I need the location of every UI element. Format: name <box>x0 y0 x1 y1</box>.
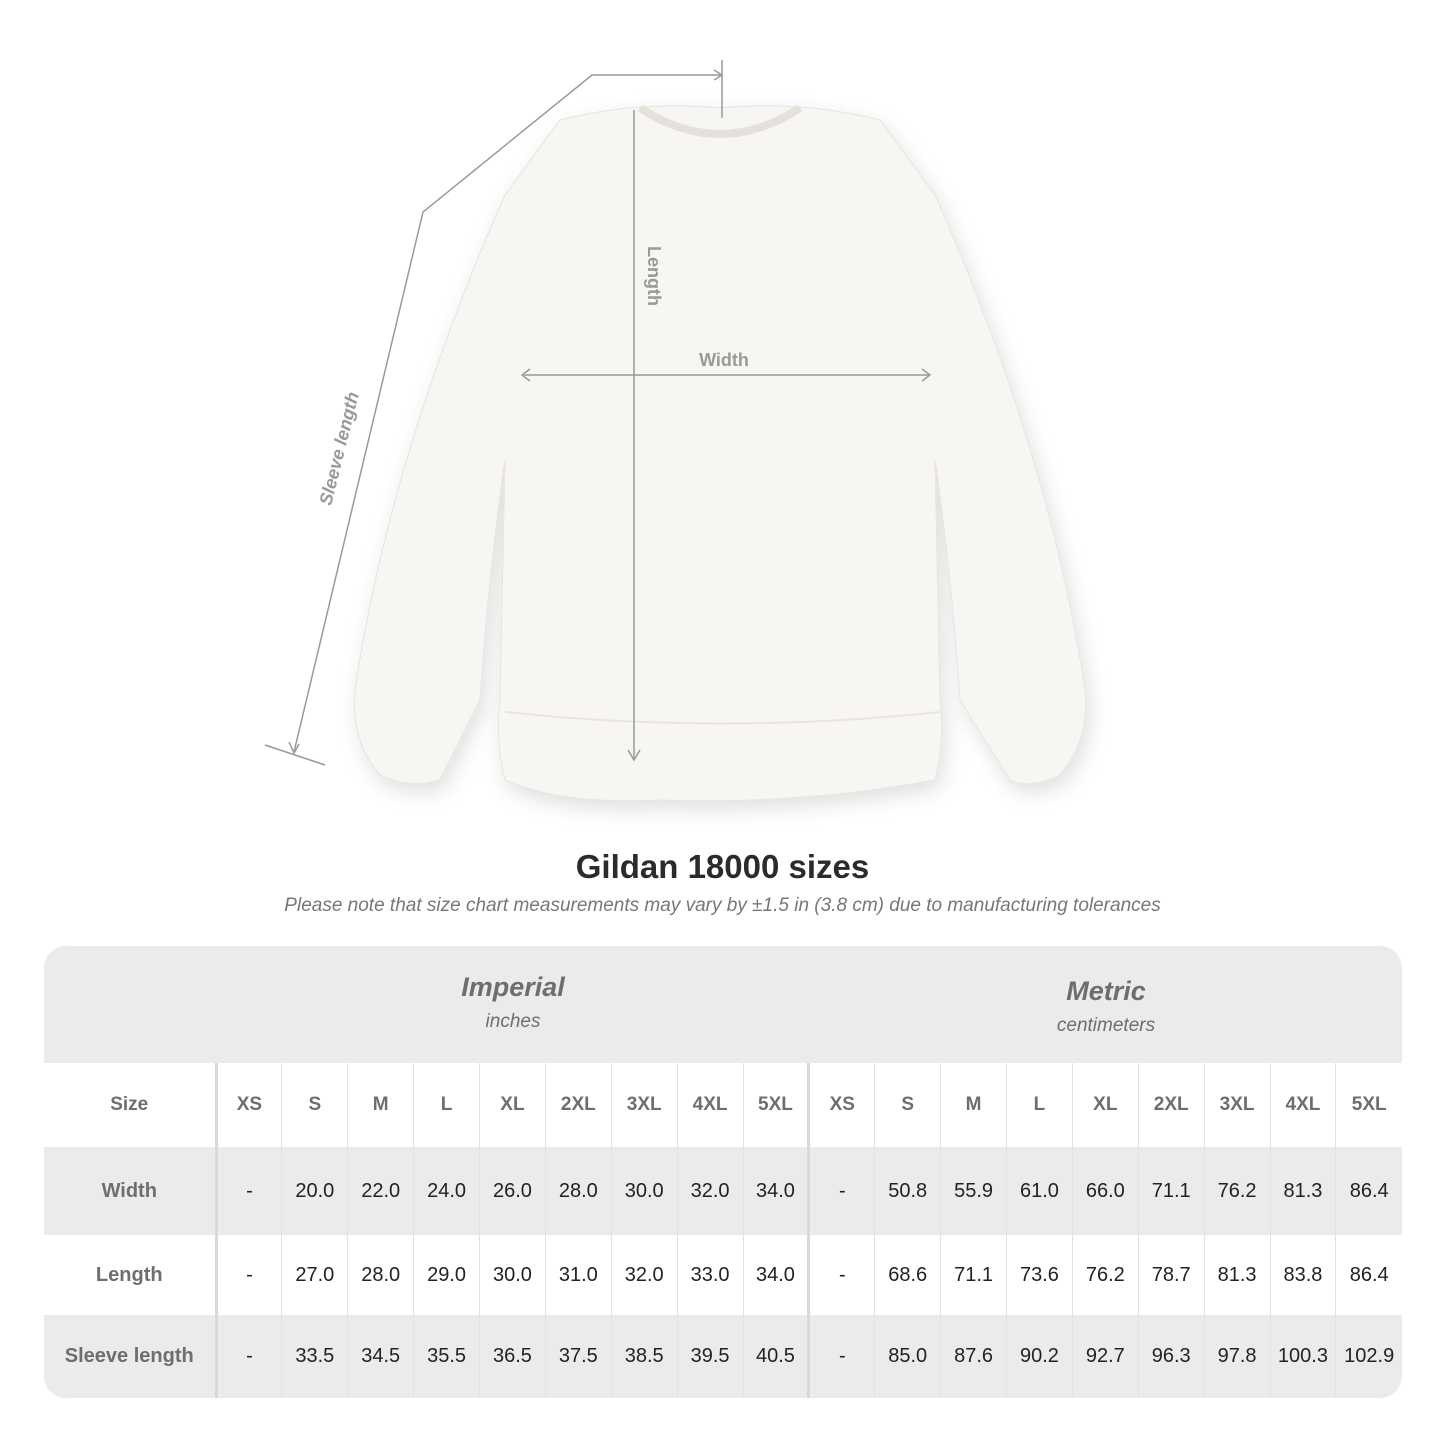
imperial-cell: 38.5 <box>610 1315 678 1398</box>
metric-cell: 71.1 <box>940 1235 1007 1315</box>
imperial-cell: 33.0 <box>676 1235 743 1315</box>
metric-cell: 90.2 <box>1006 1315 1073 1398</box>
imperial-cell: 37.5 <box>544 1315 612 1398</box>
metric-cell: 81.3 <box>1269 1147 1336 1235</box>
imperial-cell: 34.5 <box>347 1315 414 1398</box>
imperial-cell: 40.5 <box>742 1315 809 1398</box>
imperial-cell: 29.0 <box>413 1235 480 1315</box>
imperial-cell: 24.0 <box>413 1147 480 1235</box>
metric-cell: 86.4 <box>1335 1147 1402 1235</box>
metric-header: Metric centimeters <box>810 946 1402 1063</box>
page-title: Gildan 18000 sizes <box>575 848 870 885</box>
metric-title: Metric <box>1066 976 1146 1006</box>
sleeve-length-label: Sleeve length <box>315 390 362 507</box>
metric-cell: 73.6 <box>1006 1235 1073 1315</box>
imperial-cell: - <box>215 1235 282 1315</box>
row-label: Length <box>44 1235 218 1315</box>
row-label: Sleeve length <box>44 1315 218 1398</box>
imperial-cell: 27.0 <box>281 1235 348 1315</box>
table-row: Length -27.0 28.0 29.0 30.0 31.0 32.0 33.0 34.0-… <box>44 1235 1402 1315</box>
metric-cell: 85.0 <box>874 1315 941 1398</box>
metric-cell: 86.4 <box>1335 1235 1402 1315</box>
metric-cell: - <box>807 1315 875 1398</box>
metric-cell: 92.7 <box>1071 1315 1139 1398</box>
metric-cell: 102.9 <box>1335 1315 1402 1398</box>
row-label: Width <box>44 1147 218 1235</box>
imperial-cell: 35.5 <box>413 1315 480 1398</box>
metric-cell: - <box>807 1235 875 1315</box>
measurement-lines <box>264 60 932 766</box>
imperial-unit: inches <box>485 1011 541 1032</box>
metric-cell: 81.3 <box>1203 1235 1270 1315</box>
unit-header-band <box>44 946 1402 1063</box>
imperial-size-5xl: 5XL <box>742 1063 809 1147</box>
metric-size-5xl: 5XL <box>1335 1063 1402 1147</box>
metric-cell: 50.8 <box>874 1147 941 1235</box>
imperial-title: Imperial <box>461 972 565 1002</box>
imperial-cell: 32.0 <box>610 1235 678 1315</box>
metric-cell: 96.3 <box>1137 1315 1205 1398</box>
metric-size-s: S <box>874 1063 941 1147</box>
imperial-cell: - <box>215 1147 282 1235</box>
imperial-size-3xl: 3XL <box>610 1063 678 1147</box>
imperial-size-m: M <box>347 1063 414 1147</box>
sweatshirt <box>353 104 1087 802</box>
size-label: Size <box>44 1063 218 1147</box>
imperial-header: Imperial inches <box>216 946 810 1063</box>
imperial-cell: 20.0 <box>281 1147 348 1235</box>
metric-cell: 76.2 <box>1203 1147 1270 1235</box>
metric-size-m: M <box>940 1063 1007 1147</box>
metric-size-l: L <box>1006 1063 1073 1147</box>
imperial-cell: 32.0 <box>676 1147 743 1235</box>
metric-size-xl: XL <box>1071 1063 1139 1147</box>
size-table: Size XS S M L XL 2XL 3XL 4XL 5XL XS S M L XL 2XL 3XL 4XL 5… <box>44 1063 1402 1398</box>
metric-cell: 68.6 <box>874 1235 941 1315</box>
imperial-size-xs: XS <box>215 1063 282 1147</box>
imperial-cell: 36.5 <box>479 1315 546 1398</box>
tolerance-note: Please note that size chart measurements… <box>284 895 1161 916</box>
metric-cell: 61.0 <box>1006 1147 1073 1235</box>
imperial-cell: - <box>215 1315 282 1398</box>
imperial-size-s: S <box>281 1063 348 1147</box>
metric-unit: centimeters <box>1056 1015 1156 1036</box>
table-row: Sleeve length -33.5 34.5 35.5 36.5 37.5 38.5 39… <box>44 1315 1402 1398</box>
imperial-size-2xl: 2XL <box>544 1063 612 1147</box>
imperial-cell: 31.0 <box>544 1235 612 1315</box>
imperial-cell: 34.0 <box>742 1235 809 1315</box>
imperial-cell: 22.0 <box>347 1147 414 1235</box>
imperial-cell: 39.5 <box>676 1315 743 1398</box>
metric-size-3xl: 3XL <box>1203 1063 1270 1147</box>
imperial-cell: 34.0 <box>742 1147 809 1235</box>
metric-cell: 87.6 <box>940 1315 1007 1398</box>
metric-cell: 97.8 <box>1203 1315 1270 1398</box>
imperial-size-l: L <box>413 1063 480 1147</box>
length-label: Length <box>644 246 664 306</box>
metric-cell: 76.2 <box>1071 1235 1139 1315</box>
width-label: Width <box>699 350 749 370</box>
metric-cell: 55.9 <box>940 1147 1007 1235</box>
metric-cell: 71.1 <box>1137 1147 1205 1235</box>
metric-cell: 83.8 <box>1269 1235 1336 1315</box>
imperial-cell: 30.0 <box>479 1235 546 1315</box>
metric-cell: 100.3 <box>1269 1315 1336 1398</box>
metric-size-4xl: 4XL <box>1269 1063 1336 1147</box>
imperial-size-xl: XL <box>479 1063 546 1147</box>
metric-size-2xl: 2XL <box>1137 1063 1205 1147</box>
metric-size-xs: XS <box>807 1063 875 1147</box>
table-row: Width -20.0 22.0 24.0 26.0 28.0 30.0 32.0 34.0-5… <box>44 1147 1402 1235</box>
size-header-row: Size XS S M L XL 2XL 3XL 4XL 5XL XS S M L XL 2XL 3XL 4XL 5… <box>44 1063 1402 1147</box>
imperial-size-4xl: 4XL <box>676 1063 743 1147</box>
size-chart: Imperial inches Metric centimeters Size X… <box>44 946 1402 1398</box>
metric-cell: 66.0 <box>1071 1147 1139 1235</box>
imperial-cell: 26.0 <box>479 1147 546 1235</box>
imperial-cell: 33.5 <box>281 1315 348 1398</box>
imperial-cell: 30.0 <box>610 1147 678 1235</box>
metric-cell: - <box>807 1147 875 1235</box>
metric-cell: 78.7 <box>1137 1235 1205 1315</box>
sweatshirt-illustration: Length Width Sleeve length <box>264 60 1087 802</box>
imperial-cell: 28.0 <box>544 1147 612 1235</box>
imperial-cell: 28.0 <box>347 1235 414 1315</box>
